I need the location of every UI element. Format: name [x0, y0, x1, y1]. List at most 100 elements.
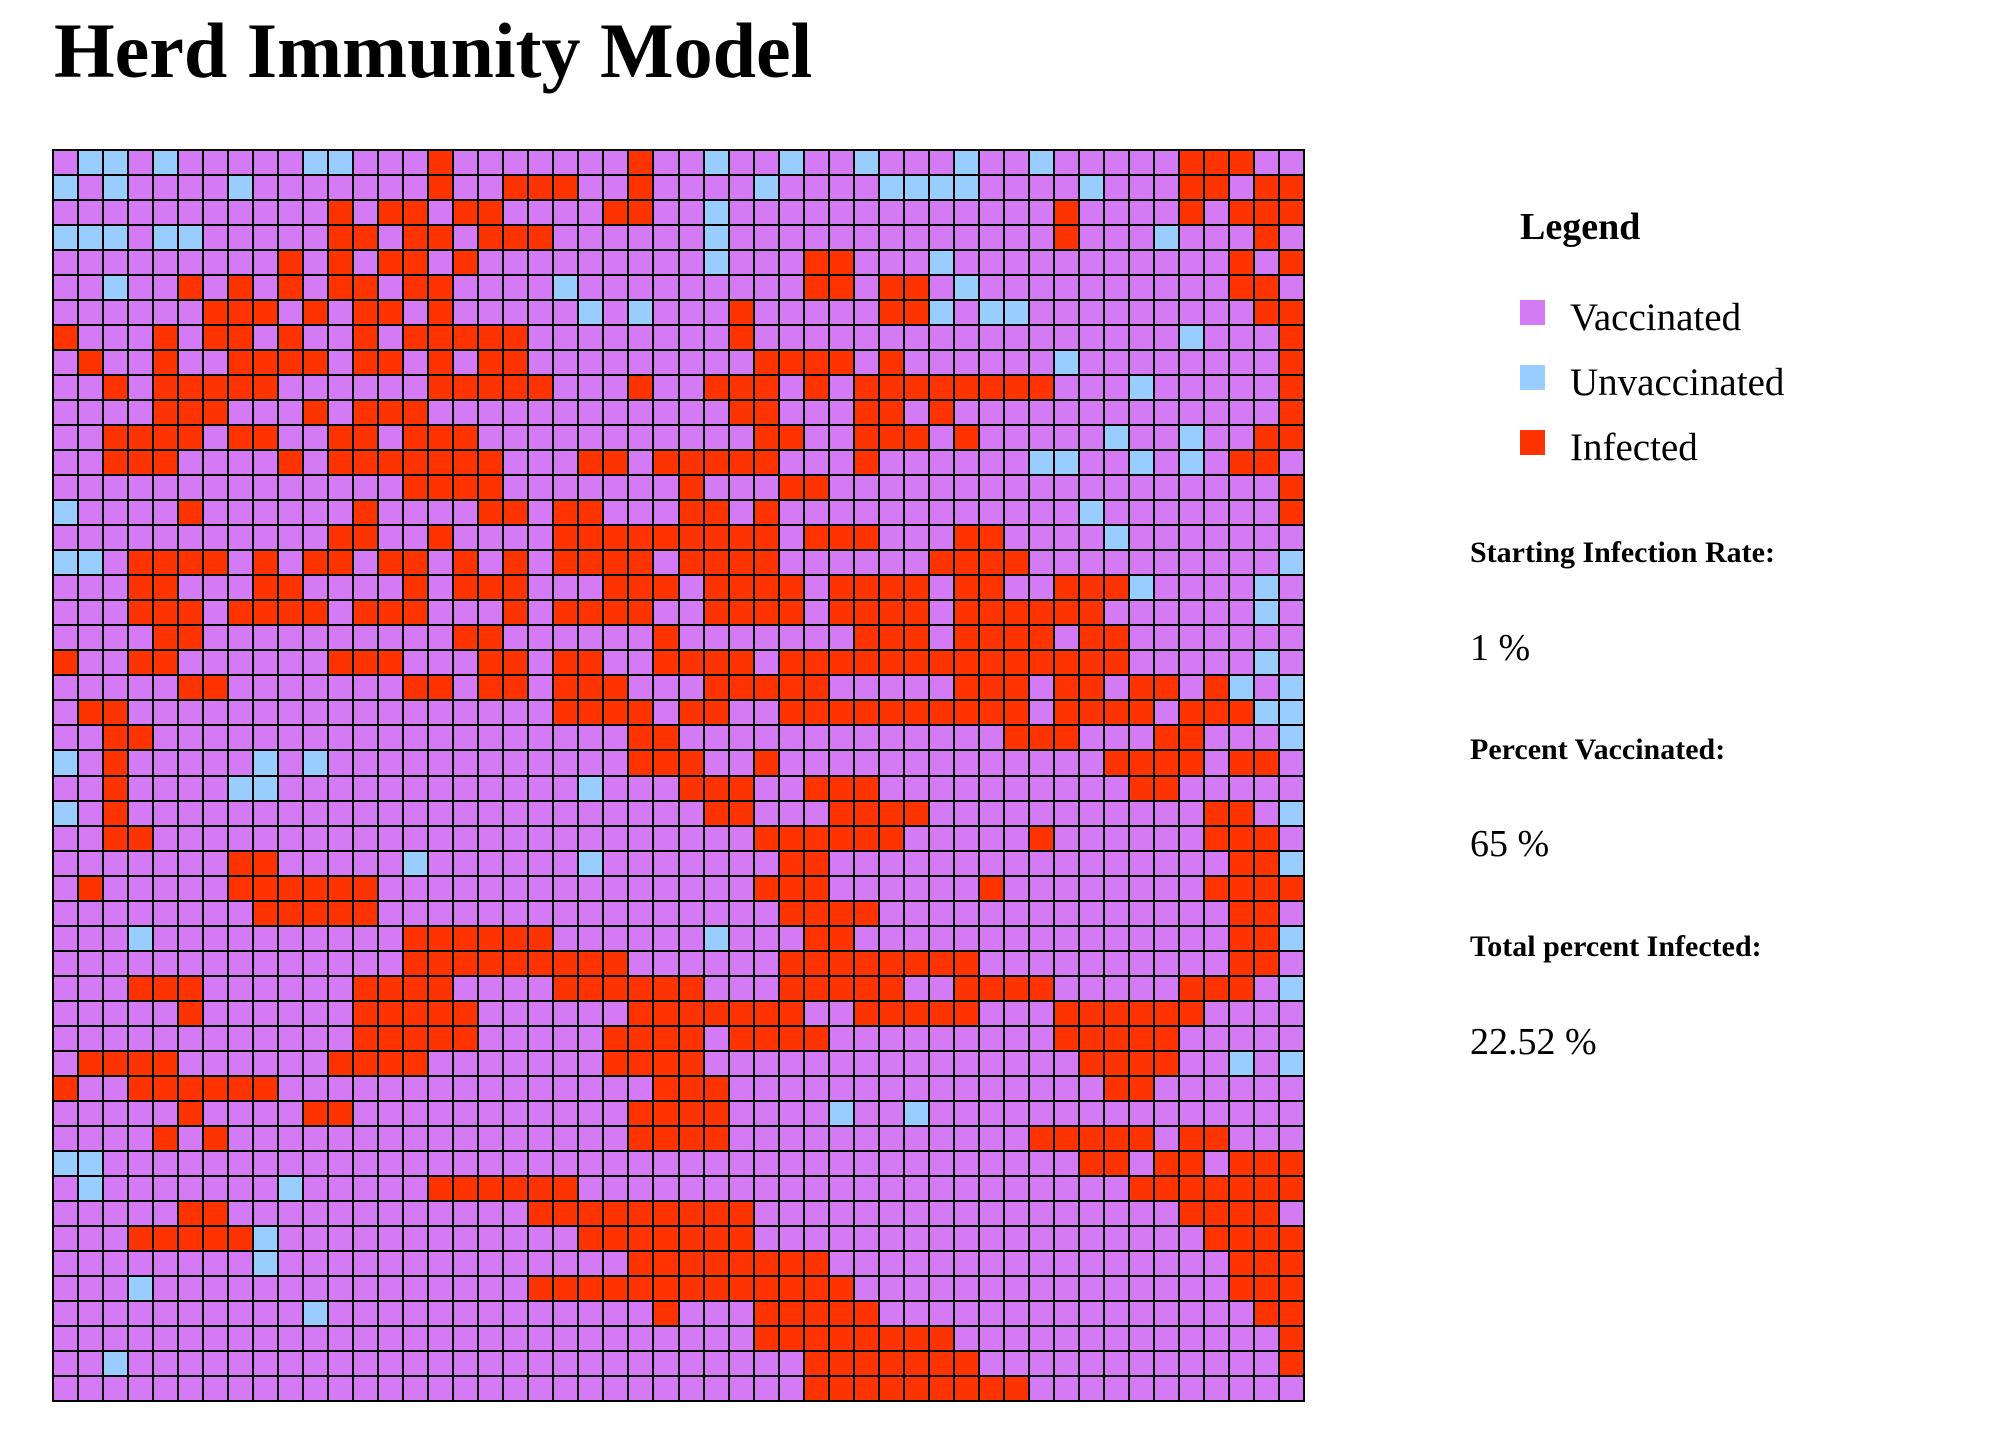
grid-cell-vaccinated [1154, 1201, 1178, 1225]
grid-cell-vaccinated [879, 1201, 903, 1225]
grid-cell-vaccinated [454, 226, 478, 250]
grid-cell-vaccinated [504, 1201, 528, 1225]
grid-cell-vaccinated [1179, 551, 1203, 575]
grid-cell-vaccinated [1029, 1201, 1053, 1225]
grid-cell-vaccinated [329, 1026, 353, 1050]
grid-cell-vaccinated [829, 1176, 853, 1200]
grid-cell-vaccinated [229, 1151, 253, 1175]
grid-cell-vaccinated [1154, 901, 1178, 925]
grid-cell-vaccinated [1054, 1201, 1078, 1225]
grid-cell-vaccinated [929, 676, 953, 700]
grid-cell-vaccinated [504, 301, 528, 325]
grid-cell-vaccinated [379, 1176, 403, 1200]
grid-cell-infected [504, 176, 528, 200]
grid-cell-infected [654, 726, 678, 750]
grid-cell-vaccinated [554, 426, 578, 450]
grid-cell-vaccinated [1254, 676, 1278, 700]
grid-cell-infected [779, 901, 803, 925]
grid-cell-infected [904, 276, 928, 300]
grid-cell-infected [1129, 1126, 1153, 1150]
grid-cell-vaccinated [754, 926, 778, 950]
grid-cell-infected [979, 876, 1003, 900]
grid-cell-vaccinated [754, 1226, 778, 1250]
grid-cell-vaccinated [929, 1051, 953, 1075]
grid-cell-infected [1204, 1201, 1228, 1225]
grid-cell-vaccinated [79, 751, 103, 775]
grid-cell-vaccinated [1079, 526, 1103, 550]
grid-cell-vaccinated [1179, 926, 1203, 950]
grid-cell-vaccinated [979, 901, 1003, 925]
grid-cell-vaccinated [1029, 801, 1053, 825]
grid-cell-vaccinated [329, 1151, 353, 1175]
grid-cell-vaccinated [654, 951, 678, 975]
grid-cell-vaccinated [179, 576, 203, 600]
grid-cell-vaccinated [304, 651, 328, 675]
grid-cell-vaccinated [1204, 251, 1228, 275]
grid-cell-vaccinated [1129, 476, 1153, 500]
grid-cell-vaccinated [654, 1326, 678, 1350]
grid-cell-vaccinated [229, 526, 253, 550]
grid-cell-vaccinated [1054, 551, 1078, 575]
grid-cell-vaccinated [279, 776, 303, 800]
grid-cell-vaccinated [229, 1051, 253, 1075]
grid-cell-vaccinated [879, 501, 903, 525]
grid-cell-vaccinated [329, 1226, 353, 1250]
grid-cell-vaccinated [1054, 1326, 1078, 1350]
grid-cell-vaccinated [429, 576, 453, 600]
grid-cell-vaccinated [804, 1176, 828, 1200]
grid-cell-vaccinated [504, 1226, 528, 1250]
grid-cell-vaccinated [204, 876, 228, 900]
grid-cell-vaccinated [704, 401, 728, 425]
grid-cell-vaccinated [1029, 351, 1053, 375]
grid-cell-infected [754, 551, 778, 575]
grid-cell-vaccinated [979, 1301, 1003, 1325]
grid-cell-vaccinated [704, 476, 728, 500]
grid-cell-vaccinated [179, 1301, 203, 1325]
grid-cell-vaccinated [154, 1276, 178, 1300]
grid-cell-vaccinated [404, 751, 428, 775]
grid-cell-vaccinated [529, 576, 553, 600]
grid-cell-infected [829, 1376, 853, 1400]
grid-cell-vaccinated [804, 1151, 828, 1175]
grid-cell-vaccinated [354, 1126, 378, 1150]
grid-cell-vaccinated [704, 1301, 728, 1325]
grid-cell-infected [929, 651, 953, 675]
grid-cell-vaccinated [204, 501, 228, 525]
grid-cell-unvaccinated [829, 1101, 853, 1125]
grid-cell-vaccinated [279, 1251, 303, 1275]
grid-cell-vaccinated [1129, 1351, 1153, 1375]
grid-cell-vaccinated [204, 1276, 228, 1300]
grid-cell-infected [179, 1101, 203, 1125]
grid-cell-vaccinated [854, 851, 878, 875]
grid-cell-vaccinated [679, 601, 703, 625]
grid-cell-vaccinated [479, 1126, 503, 1150]
grid-cell-vaccinated [1154, 501, 1178, 525]
grid-cell-vaccinated [1104, 601, 1128, 625]
grid-cell-unvaccinated [404, 851, 428, 875]
grid-cell-vaccinated [104, 651, 128, 675]
grid-cell-vaccinated [579, 1101, 603, 1125]
grid-cell-infected [479, 326, 503, 350]
grid-cell-vaccinated [1129, 901, 1153, 925]
grid-cell-vaccinated [304, 1226, 328, 1250]
grid-cell-infected [1229, 451, 1253, 475]
grid-cell-vaccinated [904, 1026, 928, 1050]
grid-cell-vaccinated [379, 276, 403, 300]
grid-cell-vaccinated [604, 151, 628, 175]
grid-cell-vaccinated [729, 226, 753, 250]
grid-cell-vaccinated [604, 876, 628, 900]
grid-cell-infected [854, 576, 878, 600]
grid-cell-vaccinated [879, 551, 903, 575]
grid-cell-vaccinated [1254, 1326, 1278, 1350]
grid-cell-infected [554, 951, 578, 975]
grid-cell-vaccinated [429, 1151, 453, 1175]
grid-cell-infected [854, 1326, 878, 1350]
grid-cell-vaccinated [1179, 951, 1203, 975]
grid-cell-vaccinated [204, 1326, 228, 1350]
grid-cell-vaccinated [529, 551, 553, 575]
grid-cell-vaccinated [804, 176, 828, 200]
grid-cell-vaccinated [554, 751, 578, 775]
grid-cell-vaccinated [804, 426, 828, 450]
grid-cell-vaccinated [279, 426, 303, 450]
grid-cell-vaccinated [1204, 576, 1228, 600]
